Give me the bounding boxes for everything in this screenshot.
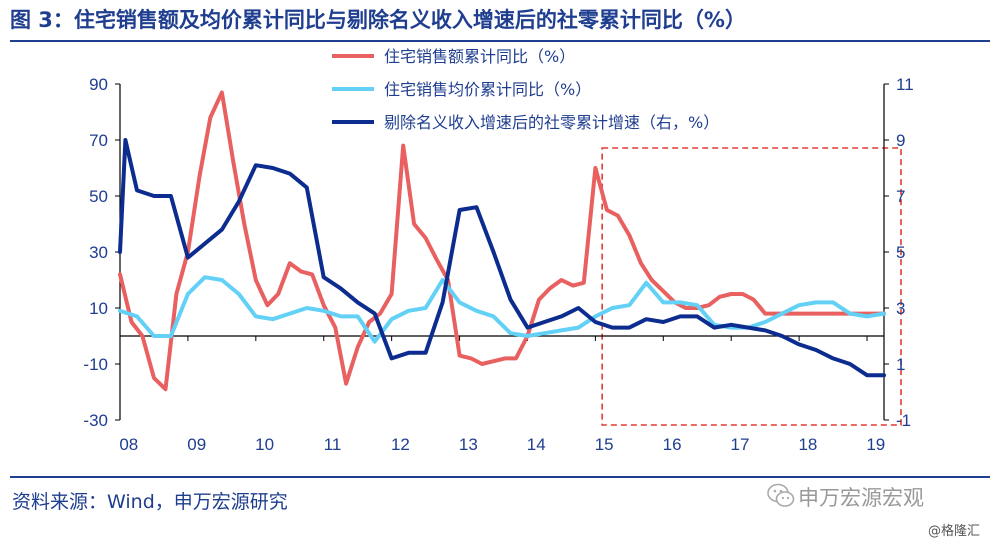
- x-tick-label: 18: [798, 435, 817, 454]
- right-tick-label: 11: [896, 75, 914, 94]
- left-tick-label: 50: [89, 187, 108, 206]
- x-tick-label: 15: [595, 435, 614, 454]
- x-tick-label: 11: [324, 435, 342, 454]
- left-tick-label: -10: [83, 355, 108, 374]
- left-tick-label: 10: [89, 299, 108, 318]
- right-tick-label: 9: [896, 131, 905, 150]
- x-tick-label: 19: [866, 435, 885, 454]
- watermark-brand: 申万宏源宏观: [798, 486, 924, 510]
- x-tick-label: 10: [255, 435, 274, 454]
- right-tick-label: 5: [896, 243, 905, 262]
- watermark-site: @格隆汇: [928, 524, 981, 539]
- legend-label-3: 剔除名义收入增速后的社零累计增速（右，%）: [384, 113, 719, 132]
- right-tick-label: -1: [896, 411, 911, 430]
- x-tick-label: 08: [119, 435, 138, 454]
- page-title: 图 3：住宅销售额及均价累计同比与剔除名义收入增速后的社零累计同比（%）: [10, 8, 746, 32]
- series-line-3: [118, 138, 886, 378]
- left-tick-label: 90: [89, 75, 108, 94]
- highlight-box: [601, 147, 902, 426]
- left-tick-label: 70: [89, 131, 108, 150]
- left-tick-label: -30: [83, 411, 108, 430]
- x-tick-label: 16: [663, 435, 682, 454]
- x-tick-label: 14: [527, 435, 546, 454]
- right-tick-label: 3: [896, 299, 905, 318]
- axes: 90 70 50 30 10 -10 -30 11 9 7 5 3 1 -1 08 09 10 11 12 13 14 1…: [83, 75, 913, 454]
- title-divider: [10, 40, 990, 42]
- legend-label-1: 住宅销售额累计同比（%）: [384, 47, 575, 66]
- legend-label-2: 住宅销售均价累计同比（%）: [384, 80, 591, 99]
- left-tick-label: 30: [89, 243, 108, 262]
- legend: 住宅销售额累计同比（%） 住宅销售均价累计同比（%） 剔除名义收入增速后的社零累计增…: [332, 47, 719, 132]
- footer-divider: [10, 476, 990, 478]
- series-line-1: [118, 90, 886, 392]
- series-lines: [118, 90, 886, 392]
- wechat-icon: [767, 483, 795, 507]
- right-tick-label: 7: [896, 187, 905, 206]
- source-note: 资料来源：Wind，申万宏源研究: [12, 491, 288, 513]
- x-tick-label: 13: [459, 435, 478, 454]
- x-tick-label: 17: [731, 435, 750, 454]
- series-line-2: [118, 275, 886, 344]
- x-tick-label: 12: [391, 435, 410, 454]
- right-tick-label: 1: [896, 355, 905, 374]
- x-tick-label: 09: [187, 435, 206, 454]
